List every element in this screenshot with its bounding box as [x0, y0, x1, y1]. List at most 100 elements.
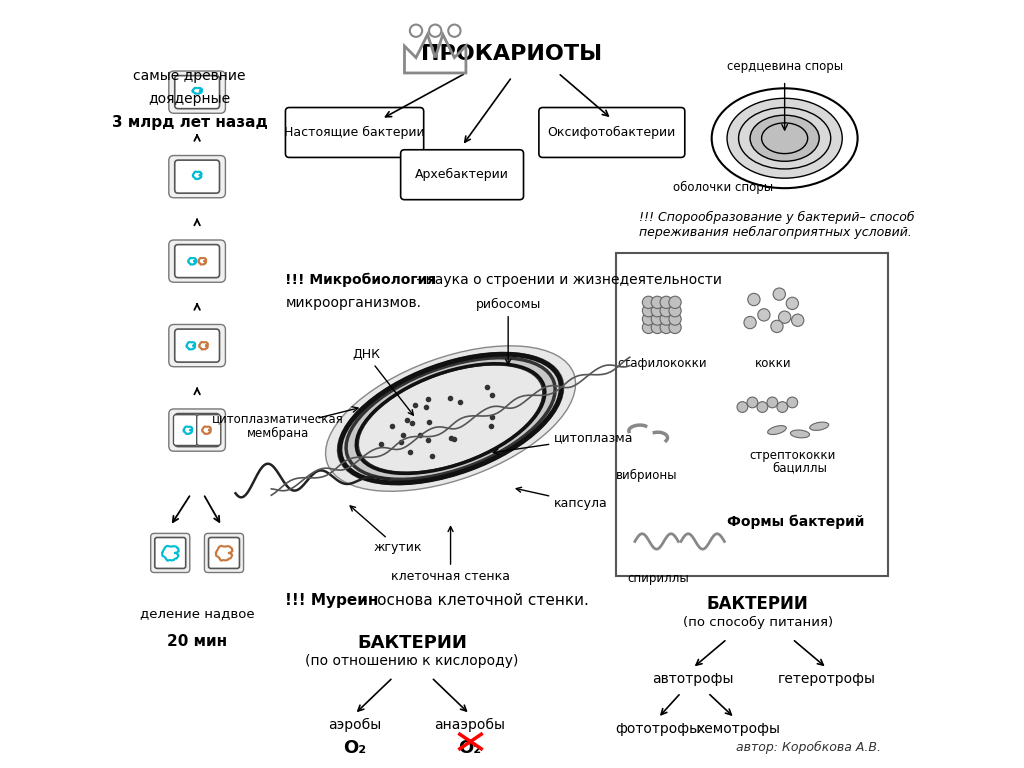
Circle shape	[660, 321, 673, 333]
Text: ДНК: ДНК	[352, 348, 414, 415]
Text: Оксифотобактерии: Оксифотобактерии	[548, 125, 676, 139]
Circle shape	[786, 397, 798, 408]
Text: цитоплазматическая
мембрана: цитоплазматическая мембрана	[212, 412, 344, 440]
Circle shape	[651, 321, 664, 333]
FancyBboxPatch shape	[169, 325, 225, 367]
Text: фототрофы: фототрофы	[615, 722, 700, 736]
Text: O₂: O₂	[458, 739, 481, 756]
Circle shape	[651, 296, 664, 309]
Text: спириллы: спириллы	[627, 572, 689, 585]
FancyBboxPatch shape	[286, 108, 424, 157]
FancyBboxPatch shape	[209, 538, 240, 568]
Ellipse shape	[727, 98, 842, 178]
Text: кокки: кокки	[755, 357, 792, 370]
FancyBboxPatch shape	[400, 150, 523, 200]
FancyBboxPatch shape	[155, 538, 185, 568]
Text: аэробы: аэробы	[328, 718, 381, 732]
FancyBboxPatch shape	[197, 415, 221, 445]
Text: Настоящие бактерии: Настоящие бактерии	[285, 125, 425, 139]
Circle shape	[642, 296, 654, 309]
Text: !!! Муреин: !!! Муреин	[286, 593, 379, 608]
Circle shape	[771, 320, 783, 333]
Text: вибрионы: вибрионы	[615, 468, 677, 482]
Ellipse shape	[346, 358, 555, 479]
Circle shape	[669, 313, 681, 325]
Text: (по способу питания): (по способу питания)	[683, 616, 833, 629]
Text: самые древние: самые древние	[133, 69, 246, 83]
Text: - наука о строении и жизнедеятельности: - наука о строении и жизнедеятельности	[412, 273, 722, 286]
Text: клеточная стенка: клеточная стенка	[391, 527, 510, 583]
Text: Архебактерии: Архебактерии	[415, 167, 509, 181]
Ellipse shape	[768, 425, 786, 435]
Circle shape	[669, 296, 681, 309]
Ellipse shape	[791, 430, 810, 438]
Text: доядерные: доядерные	[148, 92, 230, 106]
Text: деление надвое: деление надвое	[140, 607, 254, 620]
FancyBboxPatch shape	[175, 329, 219, 362]
Text: !!! Микробиология: !!! Микробиология	[286, 273, 436, 287]
Text: сердцевина споры: сердцевина споры	[727, 60, 843, 73]
Text: O₂: O₂	[343, 739, 367, 756]
Text: !!! Спорообразование у бактерий– способ
переживания неблагоприятных условий.: !!! Спорообразование у бактерий– способ …	[639, 211, 914, 240]
Circle shape	[669, 321, 681, 333]
Text: гетеротрофы: гетеротрофы	[778, 672, 876, 686]
FancyBboxPatch shape	[169, 71, 225, 114]
FancyBboxPatch shape	[173, 415, 198, 445]
FancyBboxPatch shape	[175, 75, 219, 109]
Circle shape	[743, 316, 756, 329]
Circle shape	[660, 313, 673, 325]
Circle shape	[773, 288, 785, 300]
Circle shape	[746, 397, 758, 408]
Ellipse shape	[326, 346, 575, 492]
Text: рибосомы: рибосомы	[475, 298, 541, 364]
Circle shape	[758, 309, 770, 321]
Circle shape	[786, 297, 799, 310]
Text: Формы бактерий: Формы бактерий	[727, 515, 865, 529]
Text: ПРОКАРИОТЫ: ПРОКАРИОТЫ	[422, 44, 602, 64]
Text: автотрофы: автотрофы	[651, 672, 733, 686]
Text: микроорганизмов.: микроорганизмов.	[286, 296, 422, 310]
Circle shape	[792, 314, 804, 326]
FancyBboxPatch shape	[169, 155, 225, 198]
Text: (по отношению к кислороду): (по отношению к кислороду)	[305, 654, 519, 668]
Ellipse shape	[338, 353, 563, 484]
Circle shape	[669, 305, 681, 317]
Text: 3 млрд лет назад: 3 млрд лет назад	[112, 115, 267, 131]
Text: капсула: капсула	[516, 487, 608, 509]
Text: оболочки споры: оболочки споры	[674, 180, 773, 194]
Circle shape	[642, 313, 654, 325]
Text: -  основа клеточной стенки.: - основа клеточной стенки.	[356, 593, 589, 608]
Circle shape	[748, 293, 760, 306]
Circle shape	[737, 402, 748, 412]
Text: стафилококки: стафилококки	[616, 357, 707, 370]
Circle shape	[660, 296, 673, 309]
Circle shape	[767, 397, 778, 408]
FancyBboxPatch shape	[151, 534, 189, 572]
Circle shape	[660, 305, 673, 317]
Circle shape	[757, 402, 768, 412]
Text: 20 мин: 20 мин	[167, 634, 227, 649]
FancyBboxPatch shape	[175, 160, 219, 193]
Text: стрептококки: стрептококки	[750, 449, 836, 462]
Text: бациллы: бациллы	[772, 461, 827, 474]
Ellipse shape	[810, 422, 828, 430]
FancyBboxPatch shape	[169, 409, 225, 452]
Text: БАКТЕРИИ: БАКТЕРИИ	[357, 634, 467, 651]
Text: цитоплазма: цитоплазма	[494, 432, 634, 454]
Circle shape	[778, 311, 791, 323]
Ellipse shape	[750, 115, 819, 161]
FancyBboxPatch shape	[175, 244, 219, 277]
Text: анаэробы: анаэробы	[434, 718, 505, 732]
Circle shape	[777, 402, 787, 412]
Circle shape	[642, 321, 654, 333]
Text: хемотрофы: хемотрофы	[696, 722, 780, 736]
FancyBboxPatch shape	[169, 240, 225, 283]
Text: жгутик: жгутик	[350, 506, 422, 554]
Circle shape	[651, 313, 664, 325]
Circle shape	[642, 305, 654, 317]
FancyBboxPatch shape	[539, 108, 685, 157]
FancyBboxPatch shape	[615, 253, 888, 576]
Text: автор: Коробкова А.В.: автор: Коробкова А.В.	[735, 741, 881, 754]
Text: БАКТЕРИИ: БАКТЕРИИ	[707, 595, 809, 613]
Ellipse shape	[358, 365, 543, 472]
